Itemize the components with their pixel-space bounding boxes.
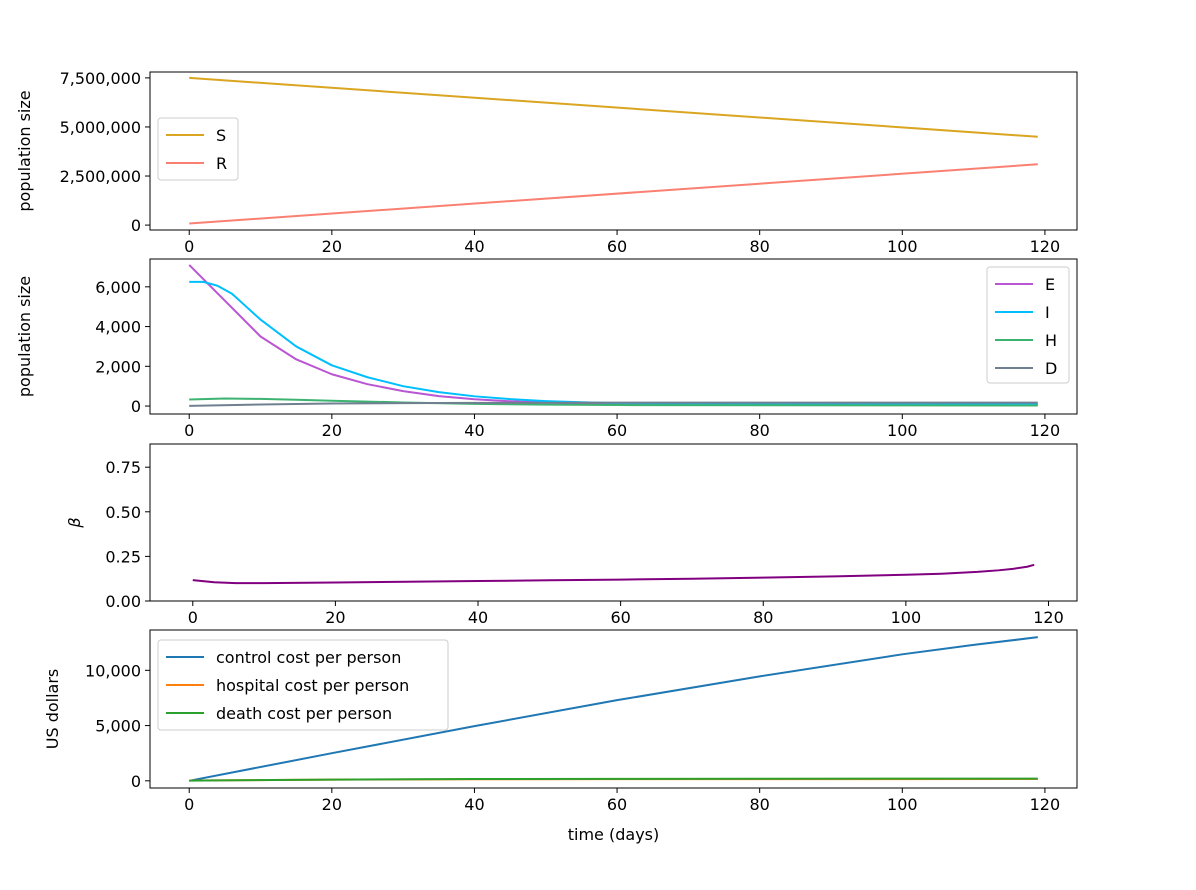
- x-tick-label: 0: [184, 795, 194, 814]
- chart-panel-2: 0 20 40 60 80 100 120 0 2,000 4,000 6,000 populatio…: [15, 258, 1078, 440]
- x-tick-label: 40: [464, 421, 484, 440]
- legend-label-death-cost-per-person: death cost per person: [216, 704, 392, 723]
- legend-label-e: E: [1045, 275, 1055, 294]
- axes-frame: [149, 71, 1078, 231]
- y-tick-label: 0.25: [105, 547, 141, 566]
- x-axis-label: time (days): [568, 825, 659, 844]
- y-axis-label: population size: [15, 90, 34, 211]
- y-tick-label: 4,000: [95, 318, 141, 337]
- x-tick-label: 120: [1033, 608, 1064, 627]
- y-tick-label: 0.50: [105, 503, 141, 522]
- legend-label-r: R: [216, 154, 227, 173]
- y-tick-label: 10,000: [85, 661, 141, 680]
- legend-label-i: I: [1045, 303, 1050, 322]
- series-line-i: [189, 280, 1038, 406]
- legend: control cost per person hospital cost per…: [157, 639, 449, 731]
- x-tick-label: 100: [887, 421, 918, 440]
- y-tick-label: 0.00: [105, 592, 141, 611]
- x-tick-label: 100: [887, 237, 918, 256]
- y-tick-label: 6,000: [95, 278, 141, 297]
- legend-label-control-cost-per-person: control cost per person: [216, 648, 401, 667]
- y-tick-label: 7,500,000: [60, 69, 141, 88]
- x-tick-label: 0: [184, 421, 194, 440]
- series-line-beta: [192, 563, 1035, 585]
- legend: SR: [157, 117, 239, 181]
- x-tick-label: 80: [753, 608, 773, 627]
- chart-panel-1: 0 20 40 60 80 100 120 0 2,500,000 5,000,000 7,500,…: [15, 69, 1078, 256]
- x-tick-label: 120: [1030, 237, 1061, 256]
- legend-label-d: D: [1045, 359, 1057, 378]
- y-tick-label: 2,500,000: [60, 167, 141, 186]
- axes-frame: [149, 443, 1078, 602]
- x-tick-label: 40: [464, 795, 484, 814]
- chart-panel-4: 0 20 40 60 80 100 120 0 5,000 10,000 US dollars tim…: [43, 629, 1078, 844]
- y-tick-label: 0.75: [105, 458, 141, 477]
- series-line-e: [188, 264, 1038, 406]
- legend-label-h: H: [1045, 331, 1057, 350]
- series-line-r: [189, 163, 1038, 225]
- x-tick-label: 0: [184, 237, 194, 256]
- x-tick-label: 20: [325, 608, 345, 627]
- x-tick-label: 0: [188, 608, 198, 627]
- axes-frame: [149, 629, 1078, 789]
- series-line-s: [189, 76, 1038, 138]
- x-tick-label: 100: [887, 795, 918, 814]
- series-line-control-cost-per-person: [189, 636, 1038, 782]
- x-tick-label: 20: [322, 795, 342, 814]
- y-tick-label: 0: [131, 397, 141, 416]
- y-axis-label: US dollars: [43, 669, 62, 750]
- x-tick-label: 60: [607, 795, 627, 814]
- x-tick-label: 80: [750, 421, 770, 440]
- x-tick-label: 120: [1030, 795, 1061, 814]
- x-tick-label: 60: [610, 608, 630, 627]
- y-axis-label: population size: [15, 276, 34, 397]
- x-tick-label: 20: [322, 237, 342, 256]
- axes-frame: [149, 258, 1078, 415]
- legend-box: [986, 266, 1070, 384]
- x-tick-label: 40: [468, 608, 488, 627]
- x-tick-label: 80: [750, 237, 770, 256]
- legend-box: [157, 117, 239, 181]
- legend-box: [157, 639, 449, 731]
- legend-label-s: S: [216, 126, 226, 145]
- x-tick-label: 60: [607, 421, 627, 440]
- legend-label-hospital-cost-per-person: hospital cost per person: [216, 676, 409, 695]
- x-tick-label: 120: [1030, 421, 1061, 440]
- series-line-d: [189, 401, 1038, 407]
- x-tick-label: 40: [464, 237, 484, 256]
- chart-panel-3: 0 20 40 60 80 100 120 0.00 0.25 0.50 0.75 β: [65, 443, 1078, 627]
- y-axis-label: β: [65, 517, 84, 528]
- x-tick-label: 20: [322, 421, 342, 440]
- x-tick-label: 80: [750, 795, 770, 814]
- y-tick-label: 2,000: [95, 357, 141, 376]
- series-line-death-cost-per-person: [189, 777, 1038, 782]
- y-tick-label: 0: [131, 772, 141, 791]
- x-tick-label: 60: [607, 237, 627, 256]
- x-tick-label: 100: [891, 608, 922, 627]
- y-tick-label: 0: [131, 216, 141, 235]
- y-tick-label: 5,000,000: [60, 118, 141, 137]
- y-tick-label: 5,000: [95, 717, 141, 736]
